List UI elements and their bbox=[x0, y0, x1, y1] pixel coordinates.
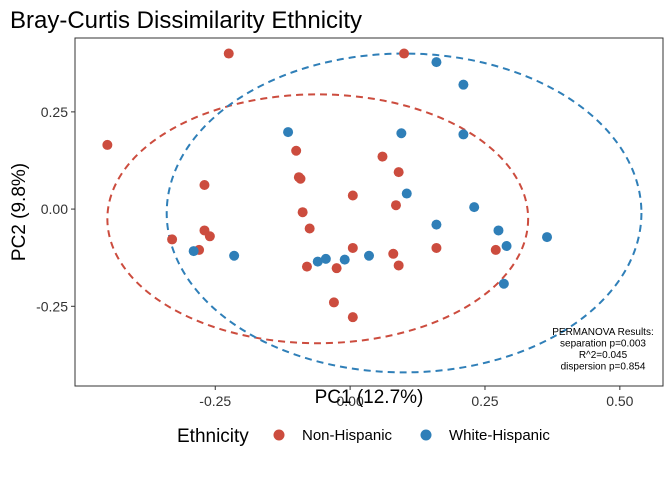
data-point-non-hispanic bbox=[431, 242, 442, 253]
data-point-white-hispanic bbox=[396, 128, 407, 139]
data-point-non-hispanic bbox=[304, 223, 315, 234]
data-point-non-hispanic bbox=[102, 139, 113, 150]
annotation-line: R^2=0.045 bbox=[579, 350, 628, 361]
permanova-annotation: PERMANOVA Results:separation p=0.003R^2=… bbox=[552, 327, 654, 373]
data-point-non-hispanic bbox=[347, 242, 358, 253]
data-point-white-hispanic bbox=[493, 225, 504, 236]
data-point-white-hispanic bbox=[469, 202, 480, 213]
y-axis-title: PC2 (9.8%) bbox=[9, 163, 30, 261]
legend-label-white-hispanic: White-Hispanic bbox=[449, 427, 550, 444]
points-layer bbox=[102, 48, 553, 323]
data-point-white-hispanic bbox=[458, 79, 469, 90]
legend: Ethnicity Non-Hispanic White-Hispanic bbox=[177, 426, 550, 447]
data-point-white-hispanic bbox=[229, 250, 240, 261]
ellipse-layer bbox=[106, 52, 643, 374]
plot-panel bbox=[74, 37, 664, 387]
data-point-non-hispanic bbox=[291, 145, 302, 156]
x-tick-label: 0.25 bbox=[471, 393, 498, 409]
data-point-non-hispanic bbox=[223, 48, 234, 59]
data-point-non-hispanic bbox=[331, 263, 342, 274]
data-point-non-hispanic bbox=[297, 207, 308, 218]
confidence-ellipse-non-hispanic bbox=[106, 93, 530, 345]
y-tick-label: 0.00 bbox=[41, 201, 68, 217]
data-point-non-hispanic bbox=[301, 261, 312, 272]
x-tick-label: 0.00 bbox=[336, 393, 363, 409]
data-point-white-hispanic bbox=[401, 188, 412, 199]
data-point-non-hispanic bbox=[393, 167, 404, 178]
data-point-white-hispanic bbox=[431, 219, 442, 230]
legend-title: Ethnicity bbox=[177, 426, 249, 447]
data-point-white-hispanic bbox=[188, 246, 199, 257]
data-point-non-hispanic bbox=[328, 297, 339, 308]
confidence-ellipse-white-hispanic bbox=[165, 52, 643, 374]
y-axis: -0.25 0.00 0.25 bbox=[36, 104, 75, 314]
y-tick-label: -0.25 bbox=[36, 298, 68, 314]
data-point-white-hispanic bbox=[501, 241, 512, 252]
data-point-non-hispanic bbox=[393, 260, 404, 271]
data-point-non-hispanic bbox=[295, 173, 306, 184]
data-point-non-hispanic bbox=[377, 151, 388, 162]
data-point-non-hispanic bbox=[347, 190, 358, 201]
data-point-white-hispanic bbox=[312, 256, 323, 267]
data-point-white-hispanic bbox=[542, 232, 553, 243]
legend-label-non-hispanic: Non-Hispanic bbox=[302, 427, 393, 444]
legend-swatch-white-hispanic bbox=[420, 429, 432, 441]
data-point-white-hispanic bbox=[431, 57, 442, 68]
data-point-white-hispanic bbox=[498, 278, 509, 289]
data-point-non-hispanic bbox=[204, 231, 215, 242]
data-point-non-hispanic bbox=[490, 244, 501, 255]
data-point-white-hispanic bbox=[339, 254, 350, 265]
chart-title: Bray-Curtis Dissimilarity Ethnicity bbox=[10, 7, 362, 34]
data-point-non-hispanic bbox=[399, 48, 410, 59]
legend-swatch-non-hispanic bbox=[273, 429, 285, 441]
x-tick-label: 0.50 bbox=[606, 393, 633, 409]
annotation-line: PERMANOVA Results: bbox=[552, 327, 654, 338]
annotation-line: dispersion p=0.854 bbox=[561, 362, 646, 373]
y-tick-label: 0.25 bbox=[41, 104, 68, 120]
data-point-white-hispanic bbox=[458, 129, 469, 140]
x-tick-label: -0.25 bbox=[199, 393, 231, 409]
data-point-non-hispanic bbox=[390, 200, 401, 211]
x-axis: -0.25 0.00 0.25 0.50 bbox=[199, 386, 634, 409]
annotation-line: separation p=0.003 bbox=[560, 339, 646, 350]
data-point-white-hispanic bbox=[320, 253, 331, 264]
data-point-non-hispanic bbox=[167, 234, 178, 245]
x-axis-title: PC1 (12.7%) bbox=[315, 387, 424, 408]
data-point-non-hispanic bbox=[388, 248, 399, 259]
data-point-non-hispanic bbox=[199, 179, 210, 190]
data-point-white-hispanic bbox=[283, 127, 294, 138]
data-point-non-hispanic bbox=[347, 312, 358, 323]
data-point-white-hispanic bbox=[364, 250, 374, 261]
